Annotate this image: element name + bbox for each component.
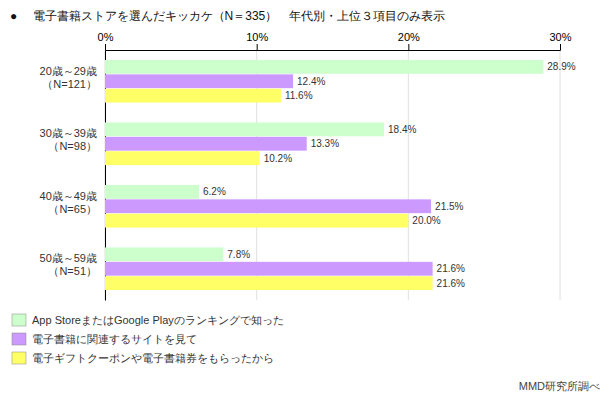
y-tick-label-line: 40歳～49歳 [40,190,97,202]
y-tick-label: 30歳～39歳（N=98） [40,127,97,152]
y-tick-label-line: （N=51） [48,265,97,277]
data-label: 18.4% [388,124,416,135]
x-tick-label: 0% [98,31,114,43]
bar [105,74,293,88]
x-axis-line [106,44,561,51]
annotation: MMD研究所調べ [519,380,600,392]
data-label: 11.6% [285,90,313,101]
title: ● 電子書籍ストアを選んだキッカケ（N＝335） 年代別・上位３項目のみ表示 [10,9,445,23]
legend-label: 電子書籍に関連するサイトを見て [32,333,197,346]
data-label: 6.2% [203,186,226,197]
x-axis: 0% 10% 20% 30% [98,31,572,51]
x-tick-mark [560,44,561,50]
bar [105,151,260,165]
legend-item: 電子書籍に関連するサイトを見て [12,333,197,346]
y-tick-label-line: 50歳～59歳 [40,252,97,264]
legend-label: App StoreまたはGoogle Playのランキングで知った [32,314,284,326]
legend-swatch [12,314,26,326]
bar [105,262,433,276]
y-tick: 50歳～59歳（N=51） [40,252,105,277]
grid-line [560,50,561,300]
x-tick-mark [408,44,409,50]
data-label: 7.8% [227,249,250,260]
x-tick: 20% [398,31,420,50]
data-label: 10.2% [264,153,292,164]
y-tick: 40歳～49歳（N=65） [40,190,105,215]
y-tick-label-line: （N=98） [48,140,97,152]
x-tick: 30% [549,31,571,50]
bar [105,199,431,213]
y-tick-label-line: 20歳～29歳 [40,65,97,77]
y-tick-label-line: 30歳～39歳 [40,127,97,139]
bar [105,247,223,261]
legend-swatch [12,333,26,345]
x-tick: 10% [246,31,268,50]
data-label: 21.6% [437,263,465,274]
bar [105,89,281,103]
legend-item: 電子ギフトクーポンや電子書籍券をもらったから [12,352,274,364]
y-tick-label: 20歳～29歳（N=121） [40,65,97,90]
data-label: 12.4% [297,76,325,87]
bars [105,60,543,290]
bar [105,137,307,151]
chart: ● 電子書籍ストアを選んだキッカケ（N＝335） 年代別・上位３項目のみ表示 0%… [0,0,610,400]
bar [105,214,408,228]
y-axis: 20歳～29歳（N=121） 30歳～39歳（N=98） 40歳～49歳（N=65）… [40,51,106,301]
data-label: 13.3% [311,138,339,149]
data-label: 20.0% [412,215,440,226]
legend-swatch [12,352,26,364]
y-tick-label: 40歳～49歳（N=65） [40,190,97,215]
legend: App StoreまたはGoogle Playのランキングで知った電子書籍に関連… [12,314,284,364]
y-tick: 30歳～39歳（N=98） [40,127,105,152]
y-tick-label: 50歳～59歳（N=51） [40,252,97,277]
data-label: 21.5% [435,201,463,212]
legend-item: App StoreまたはGoogle Playのランキングで知った [12,314,284,326]
bar [105,185,199,199]
bar [105,60,543,74]
x-tick-label: 20% [398,31,420,43]
y-tick: 20歳～29歳（N=121） [40,65,105,90]
data-label: 28.9% [547,61,575,72]
legend-label: 電子ギフトクーポンや電子書籍券をもらったから [32,352,274,364]
x-tick-mark [257,44,258,50]
bar [105,122,384,136]
grid [105,50,560,300]
data-labels: 28.9% 18.4% 6.2% 7.8% 12.4% 13.3% 21.5% 21.6% 11… [203,61,576,288]
x-tick: 0% [98,31,114,50]
data-label: 21.6% [437,278,465,289]
x-tick-label: 30% [549,31,571,43]
x-tick-label: 10% [246,31,268,43]
y-tick-label-line: （N=121） [42,78,97,90]
bar [105,276,433,290]
y-tick-label-line: （N=65） [48,203,97,215]
x-tick-mark [105,44,106,50]
plot: 0% 10% 20% 30% 20歳～29歳（N=121） 30歳～39歳（N=98） 40… [40,31,576,301]
